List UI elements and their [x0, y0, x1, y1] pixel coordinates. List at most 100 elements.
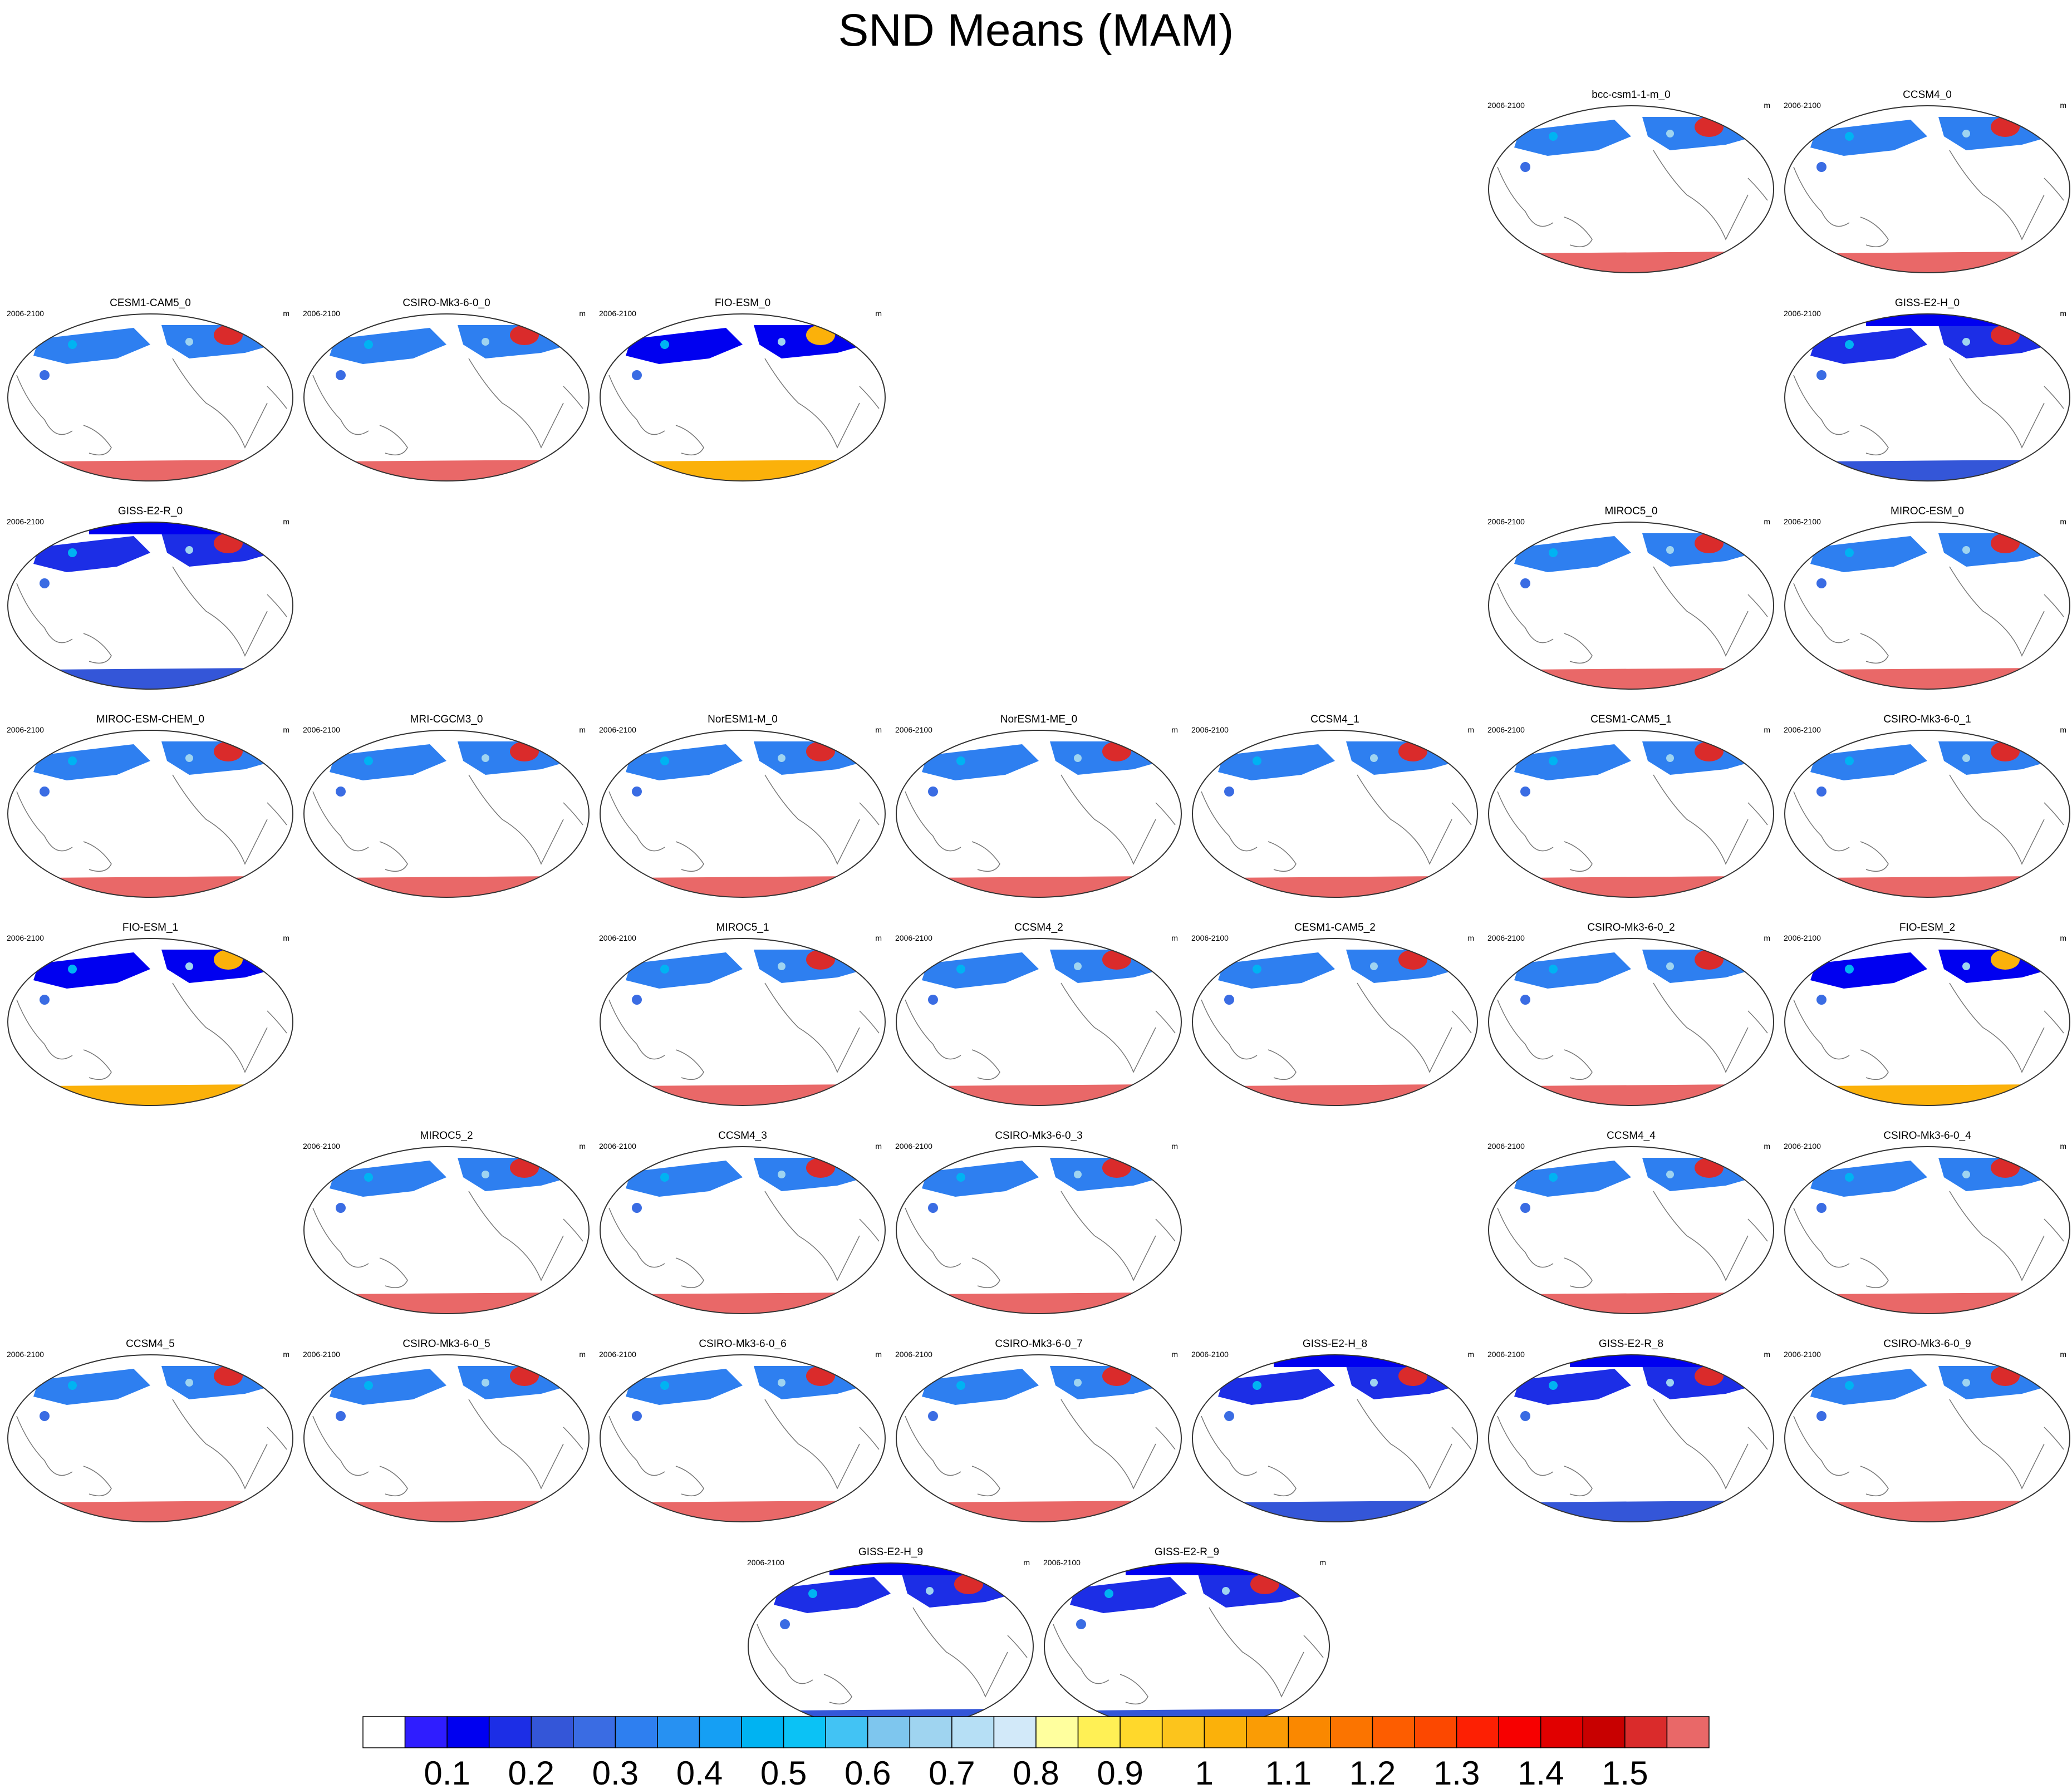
panel-title: CSIRO-Mk3-6-0_0	[402, 297, 490, 309]
period-label: 2006-2100	[303, 725, 340, 734]
coastline-africa	[2044, 594, 2064, 617]
coastline-asia	[1793, 791, 1850, 852]
map-panel-miroc5-2: MIROC5_2 2006-2100 m	[303, 1130, 590, 1314]
map-panel-miroc-esm-0: MIROC-ESM_0 2006-2100 m	[1784, 505, 2070, 690]
coastline-africa	[1155, 1218, 1176, 1242]
snow-patch	[926, 1587, 934, 1595]
map-boundary	[896, 730, 1182, 898]
coastline-asia	[312, 791, 369, 852]
map-panel-noresm1-m-0: NorESM1-M_0 2006-2100 m	[599, 714, 886, 898]
colorbar-swatch	[1582, 1716, 1626, 1748]
coastline-americas	[468, 358, 564, 449]
snow-patch	[778, 338, 785, 346]
units-label: m	[875, 933, 882, 942]
colorbar-swatch	[615, 1716, 658, 1748]
period-label: 2006-2100	[7, 517, 44, 526]
map-boundary	[1488, 105, 1774, 273]
panel-title: bcc-csm1-1-m_0	[1592, 89, 1670, 101]
snow-eurasia	[330, 1161, 446, 1197]
map-boundary	[1784, 1354, 2070, 1522]
map-boundary	[7, 313, 293, 481]
coastline-australia	[1860, 425, 1889, 456]
period-label: 2006-2100	[1784, 725, 1821, 734]
map-panel-miroc-esm-chem-0: MIROC-ESM-CHEM_0 2006-2100 m	[7, 714, 293, 898]
period-label: 2006-2100	[895, 1142, 932, 1151]
snow-patch	[1076, 1619, 1086, 1629]
snow-patch	[40, 1411, 50, 1421]
snow-patch	[1520, 995, 1530, 1005]
map-boundary	[1192, 730, 1478, 898]
coastline-australia	[1564, 1049, 1593, 1080]
snow-patch	[1845, 756, 1854, 765]
snow-patch	[660, 1173, 669, 1182]
snow-eurasia	[922, 952, 1039, 989]
coastline-asia	[1497, 583, 1554, 643]
snow-patch	[1074, 1379, 1082, 1387]
coastline-americas	[1357, 1399, 1452, 1490]
map-panel-ccsm4-1: CCSM4_1 2006-2100 m	[1191, 714, 1478, 898]
coastline-americas	[172, 1399, 268, 1490]
snow-patch	[482, 1379, 489, 1387]
coastline-australia	[1120, 1674, 1148, 1705]
coastline-australia	[1564, 217, 1593, 248]
coastline-africa	[859, 1218, 880, 1242]
snow-patch	[1104, 1589, 1113, 1598]
coastline-australia	[675, 841, 704, 872]
snow-eurasia	[626, 952, 743, 989]
snow-patch	[1520, 1203, 1530, 1213]
snow-antarctica	[1212, 1501, 1457, 1522]
colorbar-swatch	[993, 1716, 1037, 1748]
panel-title: CCSM4_1	[1310, 714, 1359, 725]
map-boundary	[1488, 730, 1774, 898]
period-label: 2006-2100	[747, 1558, 784, 1567]
coastline-africa	[2044, 1218, 2064, 1242]
snow-antarctica	[620, 1501, 865, 1522]
snow-patch	[1962, 546, 1970, 554]
coastline-americas	[468, 1191, 564, 1281]
snow-patch	[1962, 1379, 1970, 1387]
coastline-africa	[1451, 802, 1472, 825]
coastline-asia	[16, 1416, 73, 1476]
coastline-australia	[1860, 841, 1889, 872]
period-label: 2006-2100	[1784, 309, 1821, 318]
snow-patch	[632, 787, 642, 797]
coastline-australia	[1860, 633, 1889, 664]
map-boundary	[896, 1354, 1182, 1522]
coastline-australia	[675, 1257, 704, 1289]
colorbar: 0.1 0.2 0.3 0.4 0.5 0.6 0.7 0.8 0.9 1 1.1 1.2 1.3 1.4…	[362, 1716, 1710, 1789]
map-panel-csiro-mk3-6-0-7: CSIRO-Mk3-6-0_7 2006-2100 m	[895, 1338, 1182, 1522]
units-label: m	[283, 309, 289, 318]
snow-patch	[808, 1589, 817, 1598]
colorbar-tick-label: 0.4	[676, 1754, 723, 1789]
coastline-africa	[563, 386, 583, 409]
coastline-asia	[608, 1416, 665, 1476]
snow-patch	[1520, 1411, 1530, 1421]
map-panel-csiro-mk3-6-0-1: CSIRO-Mk3-6-0_1 2006-2100 m	[1784, 714, 2070, 898]
colorbar-swatch	[1372, 1716, 1415, 1748]
snow-eurasia	[330, 328, 446, 364]
panel-title: CSIRO-Mk3-6-0_5	[402, 1338, 490, 1350]
snow-patch	[660, 1381, 669, 1390]
snow-patch	[1520, 787, 1530, 797]
coastline-americas	[764, 1399, 860, 1490]
panel-title: MIROC-ESM_0	[1891, 505, 1964, 517]
map-panel-csiro-mk3-6-0-3: CSIRO-Mk3-6-0_3 2006-2100 m	[895, 1130, 1182, 1314]
map-panel-noresm1-me-0: NorESM1-ME_0 2006-2100 m	[895, 714, 1182, 898]
coastline-asia	[1793, 1207, 1850, 1268]
snow-patch	[1520, 162, 1530, 172]
coastline-americas	[1060, 982, 1156, 1073]
snow-patch	[1845, 1173, 1854, 1182]
coastline-africa	[267, 386, 287, 409]
coastline-asia	[16, 999, 73, 1060]
map-panel-csiro-mk3-6-0-4: CSIRO-Mk3-6-0_4 2006-2100 m	[1784, 1130, 2070, 1314]
colorbar-swatch	[1624, 1716, 1668, 1748]
coastline-australia	[1860, 1257, 1889, 1289]
map-boundary	[1488, 522, 1774, 690]
period-label: 2006-2100	[1043, 1558, 1081, 1567]
snow-patch	[632, 995, 642, 1005]
snow-antarctica	[620, 1084, 865, 1105]
snow-eurasia	[1070, 1577, 1187, 1613]
snow-patch	[660, 965, 669, 974]
coastline-americas	[1653, 150, 1749, 240]
snow-eurasia	[1514, 744, 1631, 780]
